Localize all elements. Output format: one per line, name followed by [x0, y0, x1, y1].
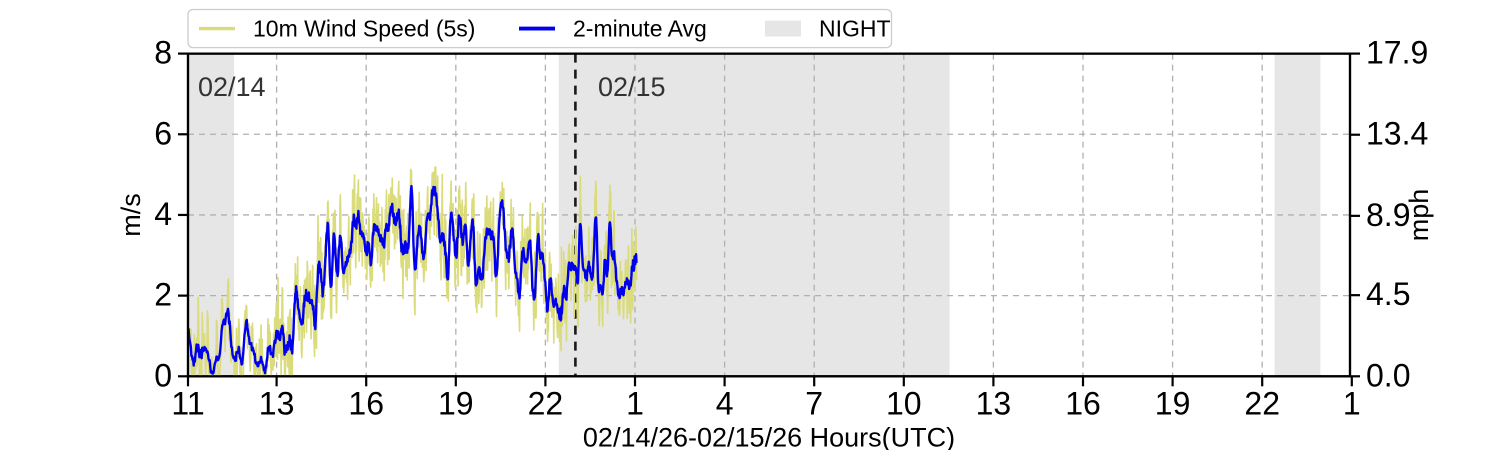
svg-text:13: 13	[259, 385, 295, 421]
svg-text:02/14: 02/14	[198, 72, 266, 102]
svg-text:13.4: 13.4	[1366, 116, 1428, 152]
svg-text:02/15: 02/15	[598, 72, 666, 102]
svg-text:mph: mph	[1404, 189, 1434, 242]
svg-text:10: 10	[886, 385, 922, 421]
svg-text:6: 6	[154, 115, 172, 151]
svg-text:10m Wind Speed (5s): 10m Wind Speed (5s)	[253, 16, 475, 42]
svg-text:8: 8	[154, 35, 172, 71]
svg-text:11: 11	[171, 385, 204, 421]
svg-text:19: 19	[438, 385, 474, 421]
svg-text:0: 0	[154, 357, 172, 393]
svg-text:16: 16	[1065, 385, 1101, 421]
svg-text:22: 22	[1244, 385, 1280, 421]
svg-text:17.9: 17.9	[1366, 35, 1428, 71]
svg-text:13: 13	[976, 385, 1012, 421]
svg-text:4.5: 4.5	[1366, 276, 1410, 312]
svg-text:2: 2	[154, 277, 172, 313]
svg-text:7: 7	[805, 385, 823, 421]
svg-text:16: 16	[348, 385, 384, 421]
svg-text:4: 4	[716, 385, 734, 421]
svg-text:22: 22	[528, 385, 564, 421]
svg-text:0.0: 0.0	[1366, 357, 1410, 393]
svg-text:4: 4	[154, 196, 172, 232]
svg-text:1: 1	[1343, 385, 1361, 421]
svg-text:1: 1	[626, 385, 644, 421]
svg-text:19: 19	[1155, 385, 1191, 421]
svg-text:m/s: m/s	[116, 193, 146, 237]
svg-text:02/14/26-02/15/26 Hours(UTC): 02/14/26-02/15/26 Hours(UTC)	[583, 422, 955, 450]
svg-text:NIGHT: NIGHT	[819, 16, 891, 42]
svg-text:2-minute Avg: 2-minute Avg	[573, 16, 707, 42]
